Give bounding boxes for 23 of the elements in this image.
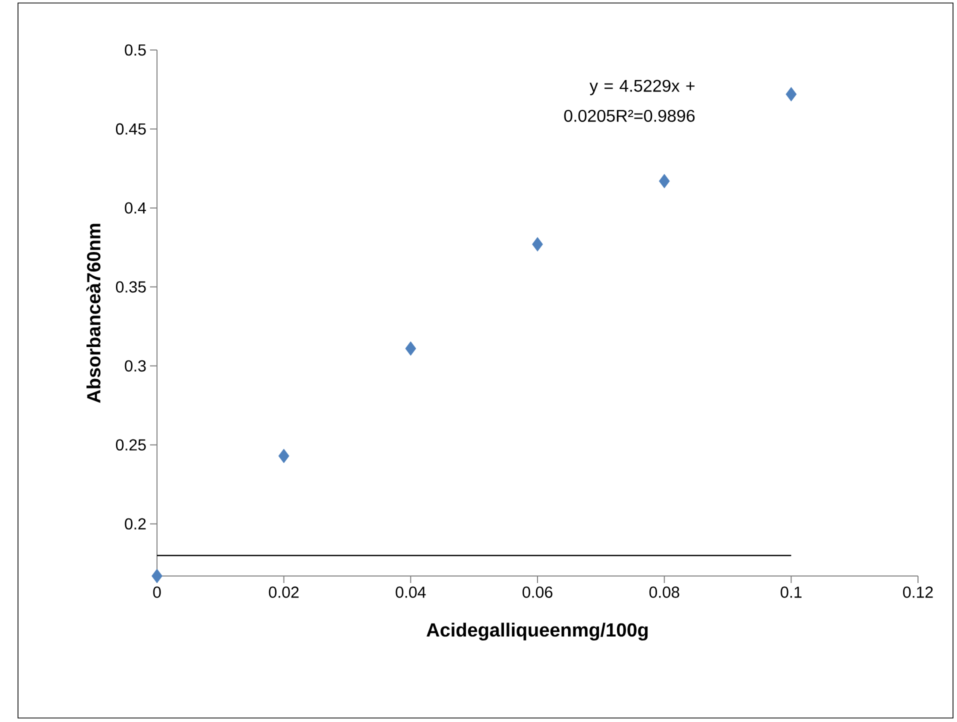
- annotation: y = 4.5229x + 0.0205R²=0.9896: [564, 80, 695, 122]
- y-tick-label: 0.4: [124, 202, 146, 214]
- point: [786, 87, 797, 102]
- point: [405, 341, 416, 356]
- y-tick-label: 0.3: [124, 360, 146, 372]
- point: [658, 174, 670, 188]
- x-axis-title: Acidegalliqueenmg/100g: [426, 622, 648, 641]
- y-axis-title: Absorbanceà760nm: [86, 224, 100, 403]
- y-tick-label: 0.35: [116, 281, 146, 293]
- point: [152, 568, 162, 584]
- point: [532, 237, 543, 252]
- y-tick-label: 0.45: [116, 123, 146, 135]
- x-tick-label: 0: [153, 586, 161, 598]
- y-tick-label: 0.2: [124, 518, 146, 530]
- y-tick-label: 0.5: [124, 44, 146, 56]
- x-tick-label: 0.06: [522, 586, 552, 598]
- point: [278, 448, 290, 464]
- x-tick-label: 0.08: [649, 586, 680, 598]
- x-tick-label: 0.04: [396, 586, 426, 598]
- x-tick-label: 0.12: [903, 586, 933, 598]
- x-tick-label: 0.1: [780, 586, 802, 598]
- y-tick-label: 0.25: [116, 439, 146, 451]
- x-tick-label: 0.02: [268, 586, 299, 598]
